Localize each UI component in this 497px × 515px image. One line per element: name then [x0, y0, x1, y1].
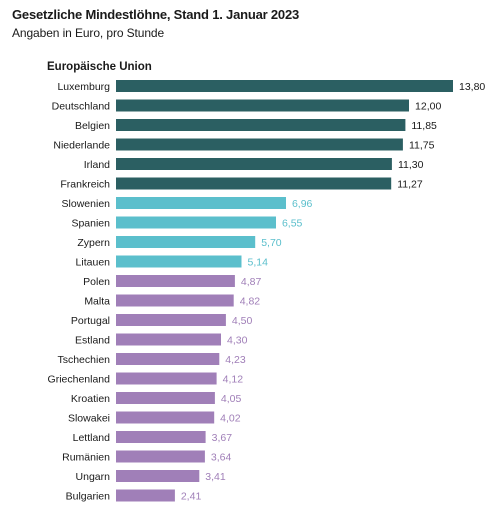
- bar-spanien: [116, 216, 276, 229]
- bar-griechenland: [116, 372, 217, 385]
- bar-estland: [116, 333, 221, 346]
- value-label-deutschland: 12,00: [415, 100, 441, 112]
- value-label-frankreich: 11,27: [397, 178, 423, 190]
- group-label: Europäische Union: [47, 61, 152, 73]
- category-label-portugal: Portugal: [71, 315, 110, 327]
- category-label-lettland: Lettland: [73, 432, 111, 444]
- bar-kroatien: [116, 392, 215, 404]
- bar-slowakei: [116, 411, 215, 424]
- category-label-luxemburg: Luxemburg: [57, 81, 110, 93]
- bar-zypern: [116, 236, 256, 248]
- value-label-slowakei: 4,02: [220, 412, 241, 424]
- bar-portugal: [116, 314, 226, 326]
- category-label-tschechien: Tschechien: [57, 354, 110, 366]
- bar-niederlande: [116, 138, 403, 151]
- value-label-zypern: 5,70: [261, 237, 282, 249]
- bar-polen: [116, 275, 235, 287]
- category-label-rumanien: Rumänien: [62, 451, 110, 463]
- value-label-griechenland: 4,12: [223, 373, 244, 385]
- bar-irland: [116, 158, 392, 170]
- category-label-frankreich: Frankreich: [60, 178, 110, 190]
- bar-deutschland: [116, 99, 409, 112]
- category-label-malta: Malta: [84, 295, 110, 307]
- bar-litauen: [116, 255, 242, 268]
- value-label-irland: 11,30: [398, 159, 424, 171]
- value-label-niederlande: 11,75: [409, 139, 435, 151]
- chart-title: Gesetzliche Mindestlöhne, Stand 1. Janua…: [12, 7, 300, 22]
- bar-belgien: [116, 119, 406, 131]
- value-label-bulgarien: 2,41: [181, 490, 202, 502]
- value-label-tschechien: 4,23: [225, 354, 246, 366]
- value-label-ungarn: 3,41: [205, 471, 226, 483]
- category-label-spanien: Spanien: [71, 217, 110, 229]
- value-label-kroatien: 4,05: [221, 393, 242, 405]
- category-label-estland: Estland: [75, 334, 110, 346]
- value-label-rumanien: 3,64: [211, 451, 232, 463]
- bar-tschechien: [116, 353, 220, 365]
- value-label-spanien: 6,55: [282, 217, 303, 229]
- value-label-litauen: 5,14: [248, 256, 269, 268]
- bar-bulgarien: [116, 489, 175, 502]
- value-label-luxemburg: 13,80: [459, 81, 485, 93]
- value-label-slowenien: 6,96: [292, 198, 313, 210]
- value-label-lettland: 3,67: [212, 432, 233, 444]
- value-label-malta: 4,82: [240, 295, 261, 307]
- bar-frankreich: [116, 177, 392, 190]
- value-label-portugal: 4,50: [232, 315, 253, 327]
- bar-luxemburg: [116, 80, 453, 92]
- category-label-zypern: Zypern: [77, 237, 110, 249]
- category-label-irland: Irland: [84, 159, 110, 171]
- chart-subtitle: Angaben in Euro, pro Stunde: [12, 26, 165, 40]
- category-label-deutschland: Deutschland: [52, 100, 111, 112]
- bar-lettland: [116, 431, 206, 443]
- bar-ungarn: [116, 470, 200, 482]
- category-label-belgien: Belgien: [75, 120, 110, 132]
- bar-malta: [116, 294, 234, 307]
- category-label-slowenien: Slowenien: [62, 198, 111, 210]
- category-label-kroatien: Kroatien: [71, 393, 110, 405]
- category-label-polen: Polen: [83, 276, 110, 288]
- category-label-bulgarien: Bulgarien: [66, 490, 111, 502]
- category-label-litauen: Litauen: [76, 256, 111, 268]
- category-label-ungarn: Ungarn: [76, 471, 111, 483]
- value-label-polen: 4,87: [241, 276, 262, 288]
- value-label-estland: 4,30: [227, 334, 248, 346]
- category-label-griechenland: Griechenland: [48, 373, 111, 385]
- category-label-niederlande: Niederlande: [53, 139, 110, 151]
- category-label-slowakei: Slowakei: [68, 412, 110, 424]
- value-label-belgien: 11,85: [411, 120, 437, 132]
- bar-slowenien: [116, 197, 286, 209]
- bar-rumanien: [116, 450, 205, 463]
